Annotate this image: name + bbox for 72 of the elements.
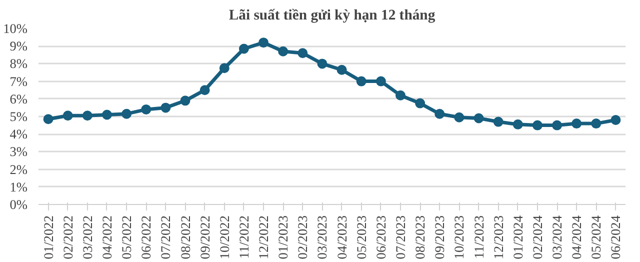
x-tick-label: 10/2023: [452, 215, 467, 260]
x-tick-label: 05/2023: [354, 215, 369, 260]
x-tick-label: 03/2024: [550, 215, 565, 260]
point: [62, 110, 73, 121]
point: [415, 98, 426, 108]
point: [512, 119, 523, 130]
point: [610, 115, 621, 126]
x-tick-label: 04/2022: [99, 216, 114, 260]
point: [82, 110, 92, 121]
point: [298, 48, 308, 58]
y-tick-label: 4%: [10, 126, 28, 142]
x-tick-label: 04/2024: [569, 215, 584, 260]
point: [336, 64, 347, 75]
x-tick-label: 07/2023: [392, 215, 408, 260]
x-tick-label: 05/2024: [588, 215, 604, 260]
point: [572, 118, 582, 129]
point: [141, 104, 152, 114]
y-tick-label: 2%: [10, 162, 28, 177]
x-tick-label: 02/2024: [530, 215, 545, 260]
chart-title: Lãi suất tiền gửi kỳ hạn 12 tháng: [228, 8, 436, 24]
x-tick-label: 09/2022: [197, 216, 212, 260]
x-tick-label: 12/2023: [490, 215, 506, 260]
point: [552, 120, 562, 130]
x-tick-label: 04/2023: [334, 215, 350, 260]
x-tick-label: 10/2022: [216, 216, 232, 260]
x-tick-label: 06/2022: [138, 216, 154, 260]
point: [356, 76, 366, 86]
point: [43, 114, 54, 124]
point: [200, 85, 210, 96]
x-tick-label: 08/2022: [178, 216, 193, 260]
y-tick-label: 10%: [3, 21, 28, 36]
y-tick-label: 0%: [10, 197, 28, 212]
x-tick-label: 08/2023: [412, 215, 428, 260]
x-tick-label: 01/2022: [40, 216, 56, 260]
x-tick-label: 06/2024: [608, 215, 624, 260]
y-tick-label: 7%: [10, 74, 28, 89]
point: [238, 44, 249, 54]
point: [278, 46, 288, 56]
point: [219, 63, 230, 74]
x-tick-label: 01/2024: [510, 215, 526, 260]
x-tick-label: 11/2023: [471, 215, 486, 259]
y-tick-label: 3%: [10, 144, 28, 160]
point: [160, 102, 171, 113]
y-tick-label: 5%: [10, 109, 28, 124]
point: [532, 120, 542, 130]
y-tick-label: 1%: [10, 179, 28, 194]
point: [395, 90, 406, 100]
y-tick-label: 8%: [10, 56, 28, 72]
point: [434, 108, 445, 119]
point: [102, 110, 112, 120]
point: [180, 96, 190, 106]
x-tick-label: 06/2023: [373, 215, 388, 260]
x-tick-label: 02/2023: [295, 215, 310, 260]
x-tick-label: 01/2023: [276, 215, 291, 260]
x-tick-label: 09/2023: [432, 215, 448, 260]
point: [493, 116, 504, 127]
x-tick-label: 07/2022: [158, 216, 174, 260]
y-tick-label: 6%: [10, 91, 28, 106]
point: [122, 108, 132, 119]
x-tick-label: 03/2022: [80, 216, 95, 260]
point: [454, 112, 464, 122]
x-tick-label: 02/2022: [60, 216, 76, 260]
point: [376, 76, 386, 86]
point: [258, 38, 269, 48]
x-tick-label: 12/2022: [256, 216, 272, 260]
point: [474, 113, 484, 124]
point: [591, 118, 602, 129]
y-tick-label: 9%: [10, 38, 28, 54]
x-tick-label: 05/2022: [119, 216, 134, 260]
point: [317, 58, 328, 69]
x-tick-label: 11/2022: [236, 215, 252, 259]
x-tick-label: 03/2023: [314, 215, 330, 260]
